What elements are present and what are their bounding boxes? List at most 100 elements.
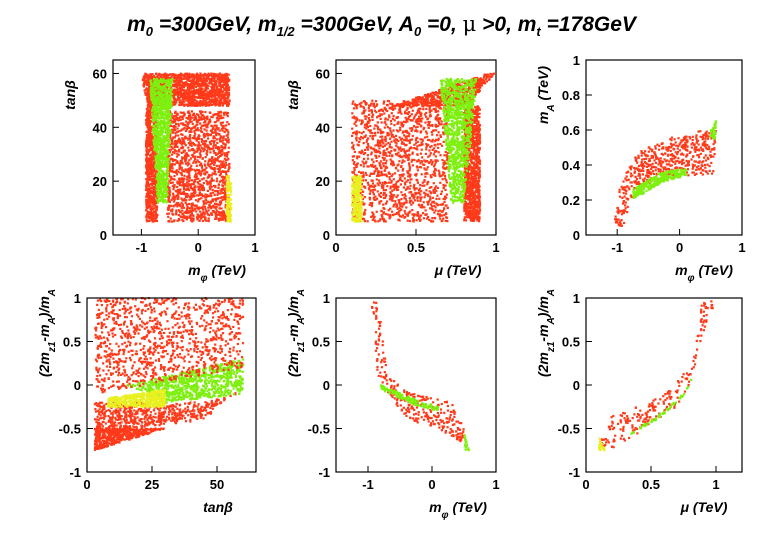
- data-point: [398, 160, 401, 163]
- data-point: [227, 200, 230, 204]
- data-point: [187, 142, 190, 145]
- data-point: [151, 175, 154, 178]
- data-point: [224, 97, 227, 100]
- data-point: [212, 210, 215, 213]
- data-point: [173, 124, 176, 128]
- data-point: [154, 181, 157, 184]
- data-point: [213, 163, 216, 166]
- data-point: [181, 204, 184, 208]
- data-point: [165, 79, 168, 82]
- data-point: [148, 133, 151, 136]
- data-point: [202, 215, 205, 218]
- data-point: [222, 142, 225, 146]
- data-point: [173, 175, 176, 178]
- data-point: [203, 144, 206, 147]
- data-point: [146, 160, 149, 163]
- data-point: [178, 189, 181, 192]
- data-point: [168, 87, 171, 90]
- data-point: [188, 72, 191, 75]
- title-sub: 1/2: [276, 24, 295, 40]
- data-point: [180, 133, 183, 136]
- data-point: [208, 111, 211, 114]
- data-point: [219, 138, 222, 141]
- data-point: [204, 164, 207, 167]
- data-point: [216, 87, 219, 90]
- data-point: [189, 116, 192, 119]
- data-point: [221, 212, 224, 215]
- data-point: [147, 82, 150, 85]
- data-point: [152, 102, 155, 105]
- data-point: [222, 116, 225, 119]
- data-point: [216, 158, 219, 161]
- data-point: [223, 164, 226, 167]
- data-point: [226, 115, 229, 118]
- data-point: [152, 91, 155, 94]
- data-point: [143, 78, 146, 81]
- data-point: [186, 74, 189, 77]
- data-point: [221, 125, 224, 128]
- data-point: [400, 202, 403, 205]
- data-point: [160, 114, 163, 117]
- data-point: [188, 136, 191, 139]
- data-point: [164, 150, 167, 153]
- data-point: [430, 205, 434, 208]
- data-point: [214, 184, 217, 188]
- data-point: [421, 181, 424, 184]
- data-point: [151, 153, 154, 156]
- data-point: [164, 178, 168, 181]
- data-point: [227, 131, 230, 134]
- data-point: [221, 165, 224, 168]
- data-point: [153, 146, 157, 149]
- data-point: [174, 189, 177, 193]
- data-point: [169, 107, 172, 110]
- data-point: [210, 72, 213, 75]
- data-point: [146, 116, 149, 119]
- data-point: [200, 126, 203, 130]
- data-point: [147, 150, 151, 153]
- data-point: [214, 159, 217, 162]
- data-point: [354, 120, 357, 124]
- data-point: [215, 86, 218, 89]
- data-point: [161, 173, 164, 177]
- data-point: [162, 199, 165, 202]
- data-point: [184, 90, 188, 93]
- data-point: [153, 151, 156, 154]
- data-point: [167, 163, 170, 166]
- data-point: [213, 170, 217, 173]
- data-point: [188, 92, 191, 95]
- data-point: [173, 152, 176, 155]
- data-point: [173, 204, 176, 207]
- data-point: [217, 183, 220, 186]
- data-point: [423, 191, 426, 194]
- data-point: [147, 136, 150, 139]
- data-point: [180, 102, 184, 105]
- data-point: [177, 122, 180, 126]
- data-point: [187, 93, 190, 96]
- data-point: [216, 113, 219, 116]
- data-point: [195, 139, 198, 142]
- data-point: [152, 218, 155, 222]
- data-point: [374, 198, 377, 201]
- data-point: [189, 117, 192, 120]
- data-point: [201, 219, 204, 222]
- data-point: [219, 75, 222, 78]
- data-point: [186, 171, 189, 174]
- data-point: [167, 100, 170, 103]
- data-point: [191, 82, 194, 85]
- data-point: [224, 138, 227, 141]
- data-point: [173, 143, 176, 146]
- data-point: [205, 103, 209, 106]
- data-point: [205, 152, 208, 155]
- data-point: [181, 111, 184, 115]
- data-point: [168, 85, 171, 88]
- data-point: [174, 99, 177, 102]
- data-point: [215, 202, 218, 205]
- data-point: [408, 220, 412, 223]
- data-point: [214, 144, 217, 147]
- data-point: [206, 91, 209, 94]
- data-point: [152, 155, 155, 158]
- data-point: [160, 194, 164, 197]
- data-point: [222, 102, 225, 105]
- data-point: [209, 158, 212, 161]
- data-point: [170, 170, 173, 173]
